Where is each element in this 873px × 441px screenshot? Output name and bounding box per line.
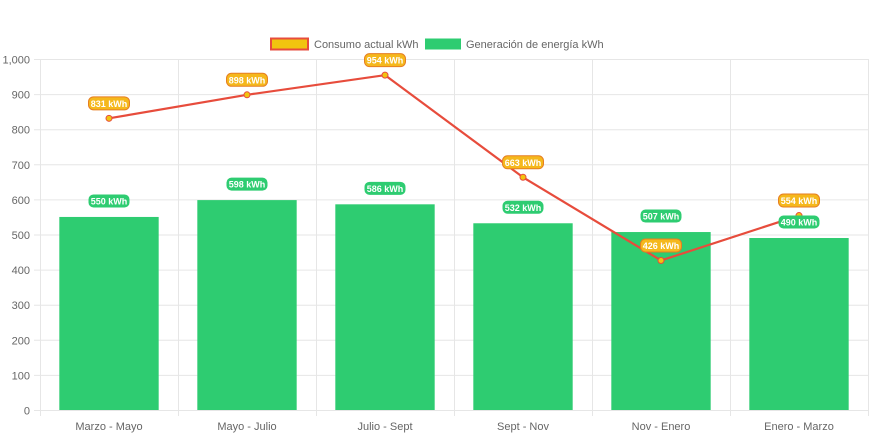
bar: [749, 238, 849, 410]
line-value-label: 554 kWh: [781, 196, 818, 206]
data-labels: 550 kWh 598 kWh 586 kWh 532 kWh 507 kWh 490 k…: [88, 53, 820, 253]
y-tick-label: 700: [12, 160, 30, 172]
line-value-label: 426 kWh: [643, 241, 680, 251]
y-tick-label: 800: [12, 125, 30, 137]
line-point: [105, 114, 113, 122]
y-tick-label: 600: [12, 195, 30, 207]
bar: [473, 223, 573, 410]
axes: 0 100 200 300 400 500 600 700 800 900 1,000 Marzo -…: [2, 55, 833, 434]
line-value-label-badge: [226, 72, 268, 87]
bar-value-label-badge: [502, 200, 544, 214]
bar-value-label: 490 kWh: [781, 218, 818, 228]
x-tick-label: Marzo - Mayo: [75, 421, 142, 433]
x-tick-label: Mayo - Julio: [217, 421, 276, 433]
legend-swatch-generacion: [425, 38, 461, 50]
x-tick-label: Julio - Sept: [357, 421, 412, 433]
bar-value-label: 586 kWh: [367, 184, 404, 194]
x-tick-label: Sept - Nov: [497, 421, 549, 433]
series-line: [108, 74, 800, 262]
grid: [34, 59, 869, 416]
bar: [197, 200, 297, 410]
line-value-label-badge: [502, 155, 544, 170]
bar-value-label-badge: [364, 181, 406, 195]
bar-value-label: 598 kWh: [229, 180, 266, 190]
line-point: [381, 71, 389, 79]
line-point: [657, 256, 665, 264]
y-tick-label: 300: [12, 300, 30, 312]
line-point: [243, 91, 251, 99]
x-tick-label: Nov - Enero: [632, 421, 691, 433]
y-tick-label: 1,000: [2, 55, 30, 67]
line-value-label-badge: [778, 193, 820, 208]
line-value-label-badge: [640, 238, 682, 253]
bars: [59, 200, 849, 410]
line-value-label: 663 kWh: [505, 158, 542, 168]
y-tick-label: 100: [12, 370, 30, 382]
bar-value-label-badge: [226, 177, 268, 191]
y-tick-label: 500: [12, 230, 30, 242]
line-value-label: 954 kWh: [367, 56, 404, 66]
line-value-label-badge: [364, 53, 406, 68]
bar-value-label: 550 kWh: [91, 196, 128, 206]
y-tick-label: 400: [12, 265, 30, 277]
legend-swatch-consumo: [270, 37, 309, 51]
line-series: [105, 71, 803, 264]
line-value-label: 831 kWh: [91, 99, 128, 109]
bar-value-label-badge: [88, 194, 130, 208]
bar-value-label: 532 kWh: [505, 203, 542, 213]
line-point: [519, 173, 527, 181]
bar: [335, 204, 435, 410]
y-tick-label: 200: [12, 335, 30, 347]
line-value-label: 898 kWh: [229, 75, 266, 85]
y-tick-label: 0: [24, 406, 30, 418]
line-value-label-badge: [88, 96, 130, 111]
legend[interactable]: Consumo actual kWh Generación de energía …: [270, 37, 604, 52]
legend-label-consumo: Consumo actual kWh: [314, 39, 419, 51]
x-tick-label: Enero - Marzo: [764, 421, 834, 433]
bar-value-label-badge: [778, 215, 820, 229]
y-tick-label: 900: [12, 90, 30, 102]
bar-value-label-badge: [640, 209, 682, 223]
legend-label-generacion: Generación de energía kWh: [466, 39, 604, 51]
bar: [59, 216, 159, 410]
bar-value-label: 507 kWh: [643, 212, 680, 222]
